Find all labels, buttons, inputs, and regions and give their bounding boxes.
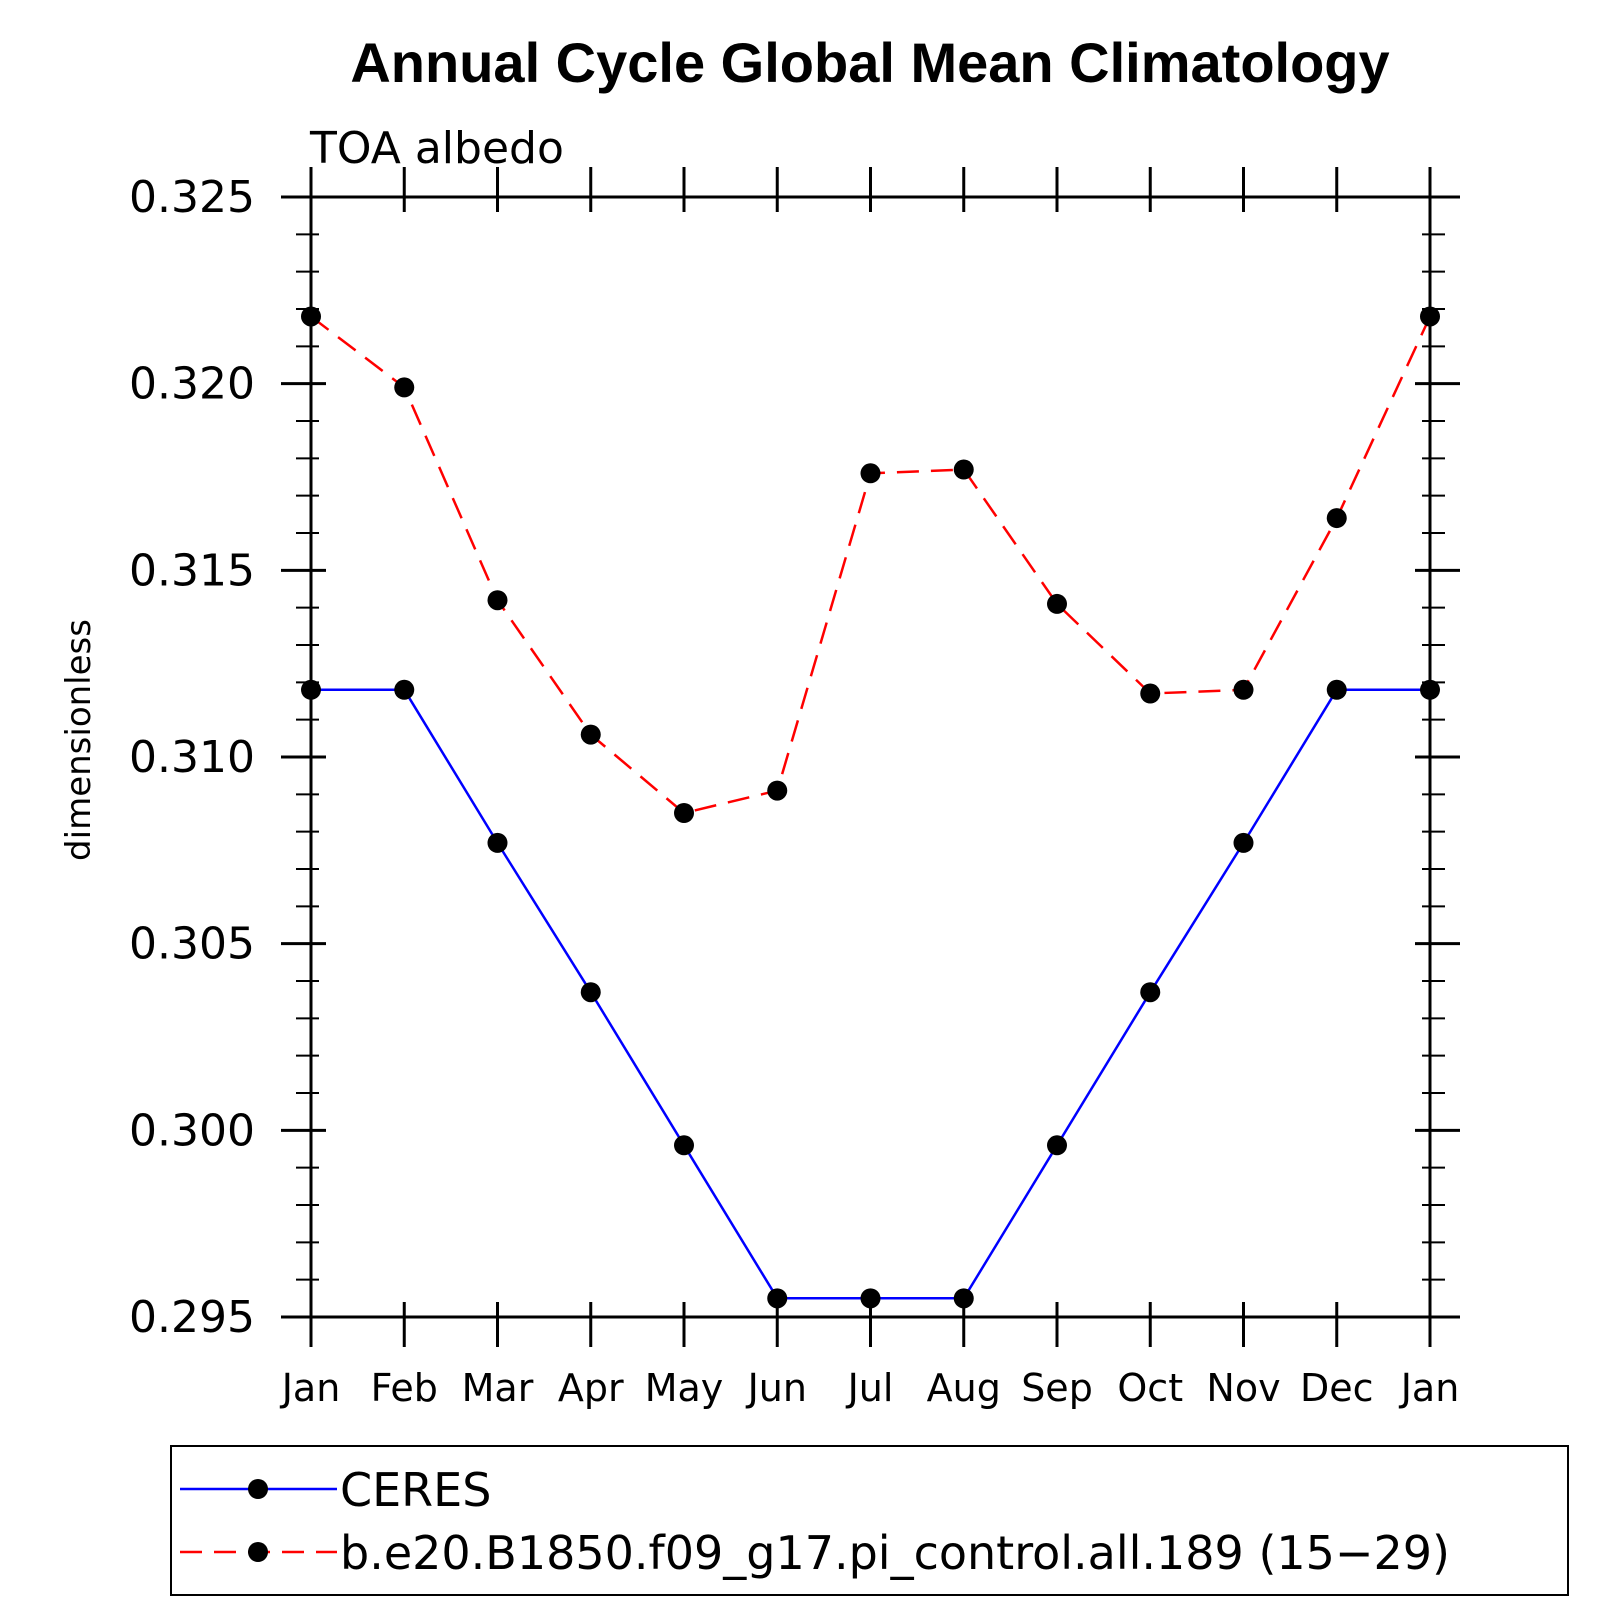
legend-box — [170, 1445, 1569, 1596]
legend-marker-0 — [248, 1479, 268, 1499]
data-point-series-0 — [301, 679, 321, 700]
chart-subtitle: TOA albedo — [309, 123, 564, 174]
data-point-series-1 — [301, 306, 321, 327]
x-tick-label: Apr — [558, 1366, 624, 1410]
data-point-series-1 — [394, 377, 415, 398]
y-tick-label: 0.325 — [129, 172, 255, 223]
x-tick-label: Oct — [1117, 1366, 1183, 1410]
x-tick-label: Feb — [371, 1366, 438, 1410]
series-line-1 — [310, 315, 1432, 815]
x-tick-label: Nov — [1206, 1366, 1280, 1410]
series-line-0 — [311, 688, 1430, 1300]
data-point-series-0 — [1233, 832, 1254, 853]
x-tick-label: Jan — [1399, 1366, 1460, 1410]
y-tick-labels: 0.295 0.300 0.305 0.310 0.315 0.320 0.325 — [129, 172, 255, 1343]
data-point-series-1 — [1140, 683, 1161, 704]
x-tick-label: Dec — [1300, 1366, 1374, 1410]
data-point-series-0 — [674, 1135, 694, 1156]
x-tick-label: Jan — [280, 1366, 341, 1410]
x-tick-label: May — [645, 1366, 724, 1410]
data-point-series-0 — [1420, 679, 1440, 700]
x-tick-label: Mar — [462, 1366, 534, 1410]
chart-title: Annual Cycle Global Mean Climatology — [350, 31, 1389, 94]
data-point-series-0 — [1140, 982, 1161, 1003]
data-point-series-0 — [860, 1288, 881, 1309]
legend-label-0: CERES — [340, 1463, 491, 1517]
data-point-series-1 — [860, 463, 881, 484]
y-tick-label: 0.315 — [129, 545, 255, 596]
data-point-series-1 — [1420, 306, 1440, 327]
y-tick-label: 0.300 — [129, 1105, 255, 1156]
data-point-series-0 — [580, 982, 601, 1003]
data-point-series-0 — [953, 1288, 974, 1309]
legend-label-1: b.e20.B1850.f09_g17.pi_control.all.189 (… — [340, 1526, 1450, 1580]
plot-frame — [309, 195, 1432, 1319]
x-tick-label: Sep — [1021, 1366, 1093, 1410]
data-point-series-0 — [487, 832, 508, 853]
axis-ticks — [281, 167, 1460, 1347]
x-tick-labels: Jan Feb Mar Apr May Jun Jul Aug Sep Oct Nov Dec Jan — [280, 1366, 1460, 1410]
x-tick-label: Aug — [927, 1366, 1001, 1410]
data-point-series-1 — [953, 459, 974, 480]
data-point-series-0 — [1326, 679, 1347, 700]
data-point-series-1 — [674, 803, 694, 823]
data-point-series-1 — [1326, 508, 1347, 529]
legend: CERES b.e20.B1850.f09_g17.pi_control.all.… — [170, 1445, 1569, 1596]
legend-marker-1 — [248, 1542, 268, 1562]
x-tick-label: Jun — [746, 1366, 807, 1410]
y-tick-label: 0.320 — [129, 359, 255, 410]
data-point-series-0 — [767, 1288, 788, 1309]
y-tick-label: 0.310 — [129, 732, 255, 783]
data-point-series-1 — [1233, 679, 1254, 700]
data-point-series-0 — [1047, 1135, 1067, 1156]
data-point-series-1 — [580, 724, 601, 745]
y-axis-label: dimensionless — [59, 619, 99, 861]
data-point-series-0 — [394, 679, 415, 700]
series-points — [301, 306, 1440, 1309]
legend-entries: CERES b.e20.B1850.f09_g17.pi_control.all.… — [180, 1463, 1450, 1580]
y-tick-label: 0.295 — [129, 1292, 255, 1343]
x-tick-label: Jul — [846, 1366, 894, 1410]
y-tick-label: 0.305 — [129, 919, 255, 970]
data-point-series-1 — [1047, 593, 1067, 614]
data-point-series-1 — [487, 590, 508, 611]
data-point-series-1 — [767, 780, 788, 801]
